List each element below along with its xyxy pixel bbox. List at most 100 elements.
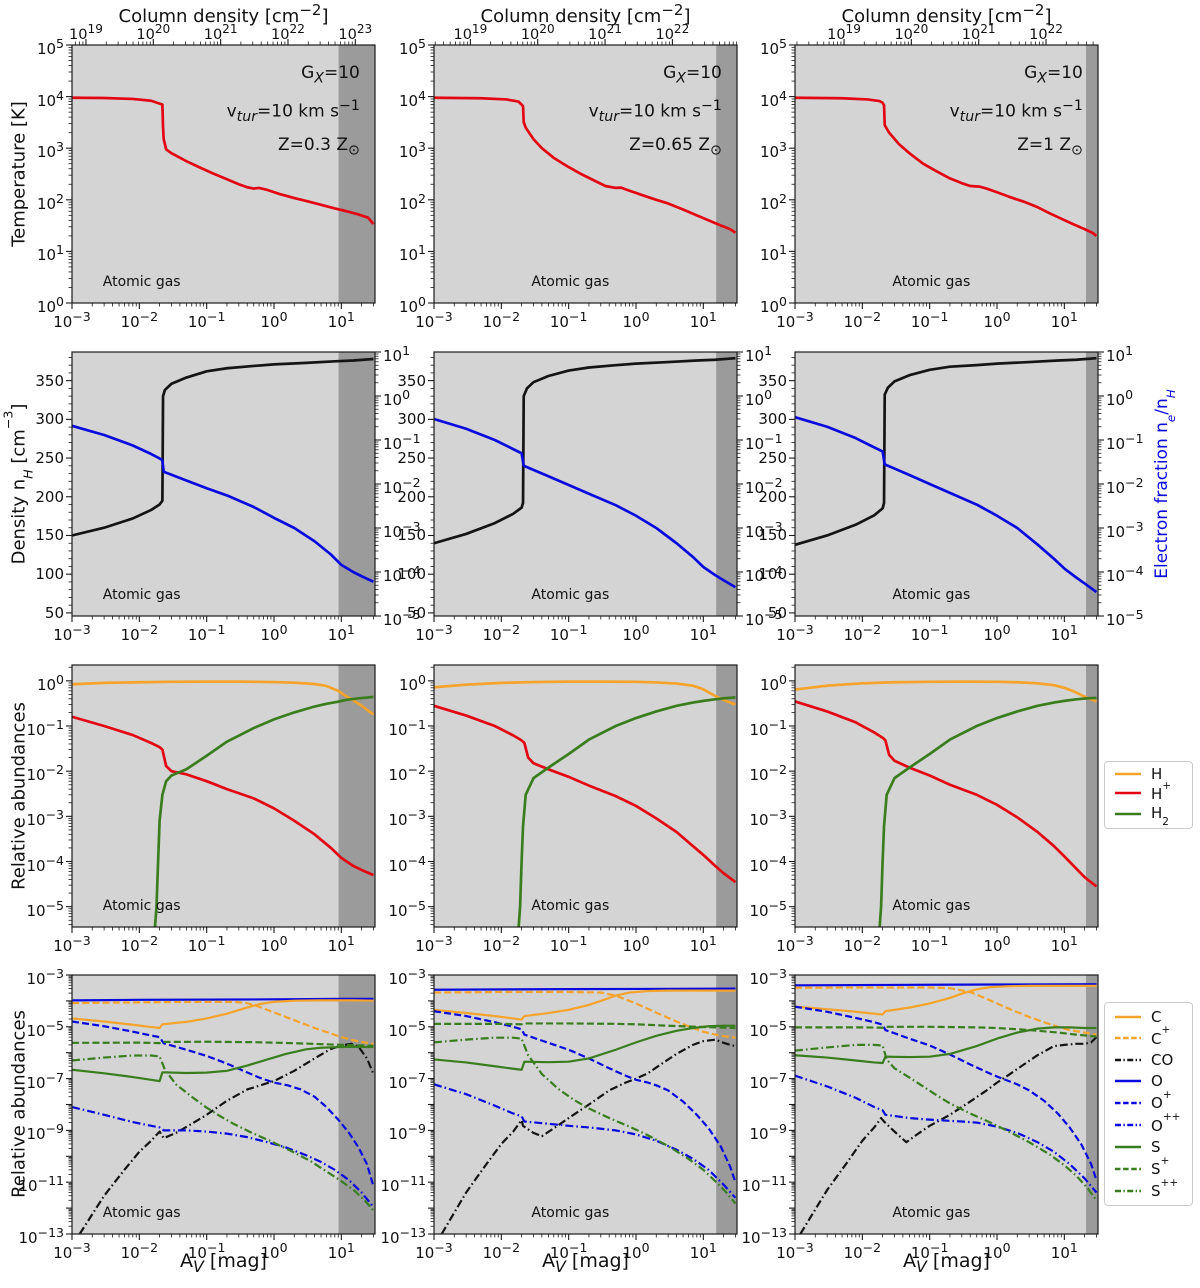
top-axis-title: Column density [cm−2] — [841, 1, 1052, 27]
curve-H — [795, 680, 1097, 703]
y-tick-label: 10−5 — [388, 897, 426, 920]
molecular-shaded-band — [1086, 665, 1098, 927]
x-tick-label: 101 — [689, 622, 717, 644]
curve-H+ — [795, 700, 1098, 888]
panel-border — [433, 974, 738, 1235]
y-right-tick-label: 10−4 — [1106, 563, 1144, 585]
legend-line-sample — [1115, 1015, 1141, 1018]
y-tick-label: 100 — [759, 294, 787, 316]
annotation-gx: GX=10 — [301, 63, 360, 87]
x-tick-label: 101 — [1050, 309, 1078, 331]
y-tick-label: 10−5 — [749, 897, 787, 920]
panel-r1c1 — [428, 351, 743, 622]
y-right-tick-label: 10−2 — [745, 475, 783, 497]
panel-border — [794, 664, 1099, 928]
curve-S — [72, 1045, 374, 1083]
y-axis-title-row3: Relative abundances — [8, 1010, 30, 1198]
x-tick-label: 100 — [983, 622, 1011, 644]
x-tick-label: 100 — [622, 933, 650, 955]
curve-C — [795, 984, 1097, 1016]
x-tick-label: 101 — [689, 1240, 717, 1262]
panel-border — [71, 351, 376, 617]
y-right-tick-label: 10−1 — [1106, 431, 1144, 453]
y-tick-label: 10−13 — [741, 1225, 787, 1247]
x-tick-label: 10−2 — [843, 933, 882, 955]
x-tick-label: 100 — [622, 309, 650, 331]
legend-line-sample — [1115, 1123, 1141, 1127]
top-tick-label: 1022 — [1029, 22, 1063, 43]
x-tick-label: 10−2 — [482, 1240, 521, 1262]
legend-line-sample — [1115, 1167, 1141, 1170]
y-right-tick-label: 101 — [383, 343, 411, 365]
y-tick-label: 50 — [767, 603, 787, 622]
curves — [72, 997, 375, 1234]
y-tick-label: 50 — [406, 603, 426, 622]
curve-density — [434, 356, 736, 545]
legend-line-sample — [1115, 792, 1141, 795]
panel-annotation: GX=10 vtur=10 km s−1 Z=0.3 Z⊙ — [72, 59, 360, 165]
y-tick-label: 10−5 — [749, 1017, 787, 1040]
y-tick-label: 50 — [44, 603, 64, 622]
y-tick-label: 10−7 — [749, 1069, 787, 1092]
legend-item-S: S++ — [1114, 1177, 1183, 1200]
legend-item-O: O — [1114, 1072, 1183, 1090]
y-right-tick-label: 10−5 — [1106, 607, 1144, 629]
y-tick-label: 103 — [398, 139, 426, 162]
x-tick-label: 10−1 — [910, 933, 949, 955]
annotation-vtur: vtur=10 km s−1 — [226, 98, 360, 126]
top-tick-label: 1021 — [203, 22, 238, 43]
curve-O — [72, 997, 374, 1002]
x-tick-label: 101 — [1050, 933, 1078, 955]
legend-line-sample — [1115, 773, 1141, 776]
y-tick-label: 10−11 — [380, 1173, 426, 1196]
y-tick-label: 350 — [397, 371, 426, 390]
y-tick-label: 10−4 — [388, 852, 426, 875]
top-tick-label: 1020 — [520, 22, 555, 43]
y-right-tick-label: 10−4 — [745, 563, 783, 585]
panel-r3c1 — [428, 974, 738, 1240]
x-tick-label: 10−2 — [482, 622, 521, 644]
x-axis-title: AV [mag] — [542, 1250, 629, 1276]
molecular-shaded-band — [716, 45, 737, 303]
y-tick-label: 10−2 — [388, 762, 426, 785]
y-tick-label: 10−3 — [749, 807, 787, 830]
panel-annotation: GX=10 vtur=10 km s−1 Z=1 Z⊙ — [795, 59, 1083, 165]
curve-temperature — [434, 96, 737, 234]
molecular-shaded-band — [716, 352, 737, 616]
y-tick-label: 104 — [759, 87, 787, 110]
x-tick-label: 10−2 — [120, 622, 159, 644]
legend-label: O++ — [1151, 1111, 1181, 1135]
curve-temperature — [795, 96, 1098, 237]
x-tick-label: 10−2 — [843, 1240, 882, 1262]
y-tick-label: 100 — [758, 565, 787, 584]
panel-background — [795, 45, 1098, 303]
y-tick-label: 250 — [758, 449, 787, 468]
curve-S — [434, 1024, 736, 1071]
y-tick-label: 10−3 — [388, 807, 426, 830]
curves — [795, 96, 1098, 237]
legend-item-H: H — [1114, 765, 1183, 783]
x-tick-label: 10−3 — [415, 1240, 453, 1262]
y-tick-label: 100 — [35, 565, 64, 584]
y-tick-label: 102 — [398, 190, 426, 213]
curve-C+ — [795, 986, 1097, 1036]
panel-r2c2 — [789, 664, 1099, 933]
y-tick-label: 300 — [397, 410, 426, 429]
y-tick-label: 200 — [35, 487, 64, 506]
y-tick-label: 103 — [36, 139, 64, 162]
legend-label: C — [1151, 1007, 1162, 1026]
curve-density — [72, 357, 374, 537]
curve-CO — [78, 1042, 375, 1234]
panel-background — [72, 665, 375, 927]
y-tick-label: 150 — [397, 526, 426, 545]
legend-item-C: C+ — [1114, 1024, 1183, 1048]
y-tick-label: 150 — [35, 526, 64, 545]
y-right-tick-label: 101 — [1106, 343, 1134, 365]
curve-S+ — [795, 1025, 1097, 1038]
x-tick-label: 100 — [260, 309, 288, 331]
curves — [72, 357, 375, 583]
panel-r0c1 — [428, 39, 738, 309]
panel-annotation: GX=10 vtur=10 km s−1 Z=0.65 Z⊙ — [434, 59, 722, 165]
curve-C — [72, 999, 374, 1030]
curve-S+ — [72, 1040, 374, 1047]
